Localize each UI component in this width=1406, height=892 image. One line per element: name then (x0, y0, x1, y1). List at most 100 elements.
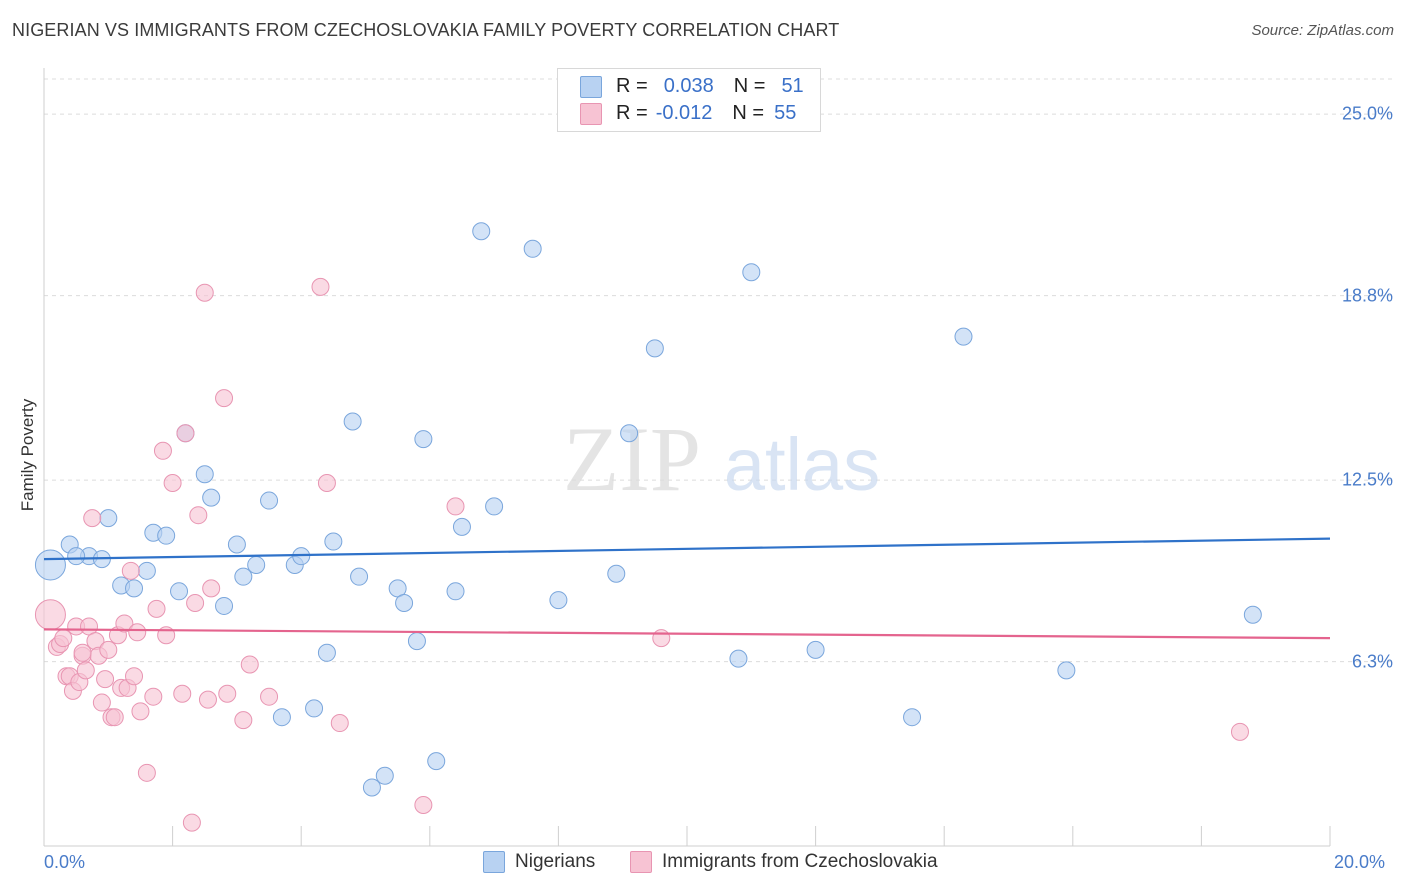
nigerian-point (549, 591, 568, 610)
nigerian-point (99, 509, 118, 528)
y-tick-label: 18.8% (1341, 285, 1393, 306)
series-legend: Nigerians Immigrants from Czechoslovakia (0, 851, 1406, 877)
legend-r-value: -0.012 (655, 101, 713, 124)
nigerian-point (903, 708, 922, 727)
legend-n-label: N = (733, 74, 766, 97)
legend-row-czechoslovakia: R = -0.012 N = 55 (580, 100, 797, 126)
nigerian-trend-line (43, 537, 1331, 561)
nigerian-point (729, 649, 748, 668)
czechoslovakia-point (202, 579, 221, 598)
nigerian-point (170, 582, 189, 601)
legend-n-label: N = (732, 101, 765, 124)
x-tick-label-max: 20.0% (1334, 852, 1386, 872)
czechoslovakia-point (330, 714, 349, 733)
czechoslovakia-point (414, 796, 433, 815)
czechoslovakia-point (218, 684, 237, 703)
nigerian-point (234, 567, 253, 586)
nigerian-point (343, 412, 362, 431)
series-legend-nigerians[interactable]: Nigerians (483, 851, 595, 873)
czechoslovakia-point (311, 277, 330, 296)
czechoslovakia-point (182, 813, 201, 832)
czechoslovakia-point (195, 283, 214, 302)
czechoslovakia-point (260, 687, 279, 706)
nigerian-point (395, 594, 414, 613)
y-tick-label: 12.5% (1341, 469, 1393, 490)
series-label: Immigrants from Czechoslovakia (662, 851, 938, 872)
legend-swatch-blue (580, 76, 602, 98)
nigerian-point (523, 239, 542, 258)
nigerian-point (446, 582, 465, 601)
czechoslovakia-point (186, 594, 205, 613)
czechoslovakia-point (198, 690, 217, 709)
legend-n-value: 55 (774, 101, 797, 124)
czechoslovakia-point (34, 599, 66, 631)
czechoslovakia-point (652, 629, 671, 648)
y-tick-label: 25.0% (1341, 103, 1393, 124)
nigerian-point (620, 424, 639, 443)
nigerian-point (742, 263, 761, 282)
czechoslovakia-point (446, 497, 465, 516)
czechoslovakia-point (96, 670, 115, 689)
nigerian-point (227, 535, 246, 554)
legend-row-nigerians: R = 0.038 N = 51 (580, 73, 804, 99)
series-legend-czechoslovakia[interactable]: Immigrants from Czechoslovakia (630, 851, 938, 873)
watermark-atlas: atlas (724, 423, 880, 506)
nigerian-point (350, 567, 369, 586)
chart-title: NIGERIAN VS IMMIGRANTS FROM CZECHOSLOVAK… (12, 20, 840, 40)
czechoslovakia-point (163, 473, 182, 492)
nigerian-point (806, 640, 825, 659)
nigerian-point (202, 488, 221, 507)
legend-n-value: 51 (781, 74, 804, 97)
series-label: Nigerians (515, 851, 596, 872)
nigerian-point (414, 430, 433, 449)
nigerian-point (607, 564, 626, 583)
czechoslovakia-point (144, 687, 163, 706)
correlation-legend: R = 0.038 N = 51 R = -0.012 N = 55 (557, 68, 821, 132)
czechoslovakia-point (215, 389, 234, 408)
nigerian-point (272, 708, 291, 727)
czechoslovakia-point (83, 509, 102, 528)
czechoslovakia-point (173, 684, 192, 703)
watermark-zip: ZIP (563, 408, 701, 510)
nigerian-point (452, 517, 471, 536)
czechoslovakia-point (105, 708, 124, 727)
axes (43, 68, 1331, 847)
legend-r-label: R = (616, 101, 648, 124)
series-swatch-pink (630, 851, 652, 873)
nigerian-point (324, 532, 343, 551)
nigerian-point (362, 778, 381, 797)
nigerian-point (954, 327, 973, 346)
czechoslovakia-point (317, 473, 336, 492)
nigerian-point (472, 222, 491, 241)
nigerian-point (195, 465, 214, 484)
czechoslovakia-point (76, 661, 95, 680)
czechoslovakia-point (73, 643, 92, 662)
czechoslovakia-point (234, 711, 253, 730)
trend-lines (43, 537, 1331, 640)
watermark: ZIP atlas (563, 408, 880, 510)
y-tick-label: 6.3% (1351, 651, 1393, 672)
source-label: Source: ZipAtlas.com (1251, 22, 1394, 39)
czechoslovakia-point (137, 763, 156, 782)
legend-r-label: R = (616, 74, 648, 97)
czechoslovakia-point (176, 424, 195, 443)
series-swatch-blue (483, 851, 505, 873)
czechoslovakia-point (115, 614, 134, 633)
czechoslovakia-point (128, 623, 147, 642)
czechoslovakia-point (189, 506, 208, 525)
nigerian-point (34, 549, 66, 581)
nigerian-point (645, 339, 664, 358)
legend-swatch-pink (580, 103, 602, 125)
nigerian-point (125, 579, 144, 598)
nigerian-point (67, 547, 86, 566)
legend-r-value: 0.038 (663, 74, 714, 97)
czechoslovakia-point (121, 561, 140, 580)
nigerian-point (407, 632, 426, 651)
x-tick-label-min: 0.0% (44, 852, 86, 872)
czechoslovakia-point (1230, 722, 1249, 741)
data-points (34, 222, 1262, 832)
nigerian-point (485, 497, 504, 516)
czechoslovakia-point (99, 640, 118, 659)
nigerian-point (137, 561, 156, 580)
